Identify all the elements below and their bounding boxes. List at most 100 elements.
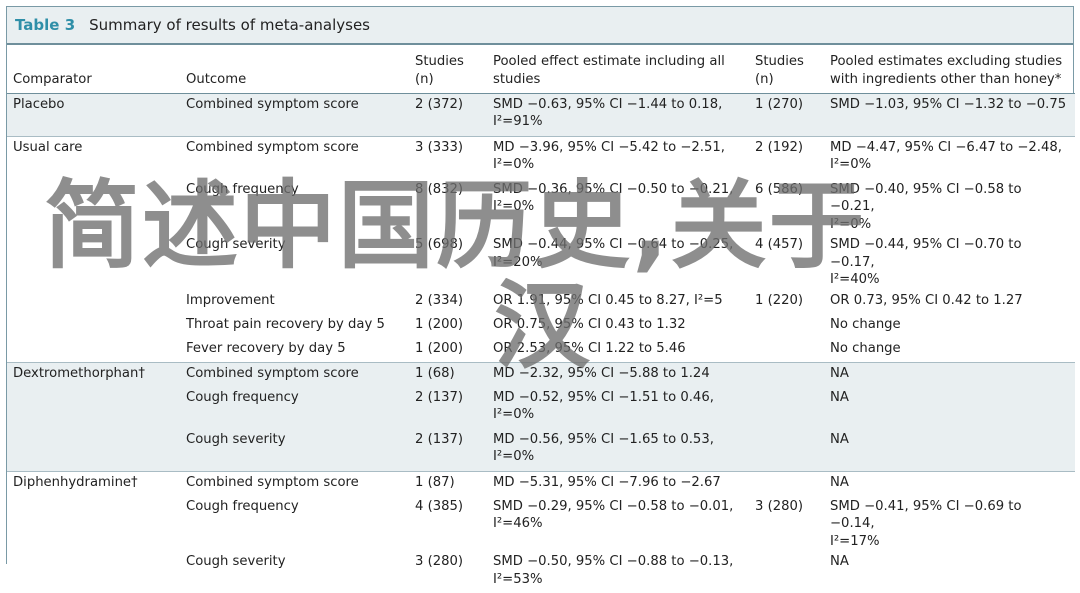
cell-outcome: Cough severity: [186, 237, 286, 252]
cell-pooled-all: MD −5.31, 95% CI −7.96 to −2.67: [487, 471, 749, 496]
estimate-text: SMD −0.63, 95% CI −1.44 to 0.18,: [493, 96, 723, 112]
table-label: Table 3: [15, 16, 76, 34]
cell-comparator: [7, 314, 180, 338]
table-header: Comparator Outcome Studies (n) Pooled eff…: [7, 45, 1075, 93]
cell-pooled-all: MD −0.52, 95% CI −1.51 to 0.46, I²=0%: [487, 387, 749, 429]
cell-comparator: Dextromethorphan†: [13, 365, 145, 381]
cell-studies-all: 3 (280): [415, 554, 464, 569]
cell-studies-excl: [749, 551, 824, 593]
cell-pooled-all: SMD −0.50, 95% CI −0.88 to −0.13, I²=53%: [487, 551, 749, 593]
cell-studies-all: 2 (137): [415, 431, 464, 447]
table-row: Cough frequency 4 (385) SMD −0.29, 95% CI …: [7, 496, 1075, 552]
table-row: Cough severity 3 (280) SMD −0.50, 95% CI −…: [7, 551, 1075, 593]
cell-outcome: Cough severity: [186, 431, 286, 447]
cell-studies-all: 2 (137): [415, 389, 464, 405]
cell-pooled-all: MD −2.32, 95% CI −5.88 to 1.24: [487, 362, 749, 387]
table-row: Fever recovery by day 5 1 (200) OR 2.53, 9…: [7, 338, 1075, 363]
heterogeneity-text: I²=0%: [493, 199, 535, 214]
heterogeneity-text: I²=0%: [830, 157, 872, 172]
cell-pooled-all: MD −0.56, 95% CI −1.65 to 0.53, I²=0%: [487, 429, 749, 472]
cell-pooled-excl: No change: [824, 338, 1075, 363]
estimate-text: SMD −0.41, 95% CI −0.69 to −0.14,: [830, 498, 1022, 532]
header-pooled-all: Pooled effect estimate including all stud…: [493, 53, 725, 87]
group-diphenhydramine: Diphenhydramine† Combined symptom score 1 …: [7, 471, 1075, 593]
estimate-text: SMD −0.50, 95% CI −0.88 to −0.13,: [493, 554, 734, 569]
cell-outcome: Combined symptom score: [186, 365, 359, 381]
cell-outcome: Combined symptom score: [186, 139, 359, 155]
cell-studies-excl: 2 (192): [755, 139, 804, 155]
estimate-text: SMD −0.29, 95% CI −0.58 to −0.01,: [493, 498, 734, 514]
cell-pooled-all: SMD −0.44, 95% CI −0.64 to −0.25, I²=20%: [487, 234, 749, 290]
cell-pooled-all: OR 2.53, 95% CI 1.22 to 5.46: [487, 338, 749, 363]
heterogeneity-text: I²=0%: [493, 449, 535, 464]
cell-comparator: Diphenhydramine†: [13, 474, 138, 490]
cell-pooled-all: SMD −0.36, 95% CI −0.50 to −0.21, I²=0%: [487, 179, 749, 235]
cell-studies-all: 1 (68): [415, 365, 455, 381]
cell-outcome: Combined symptom score: [186, 474, 359, 490]
cell-outcome: Cough frequency: [186, 498, 299, 514]
cell-studies-excl: [749, 429, 824, 472]
estimate-text: MD −5.31, 95% CI −7.96 to −2.67: [493, 474, 721, 490]
cell-studies-all: 4 (385): [415, 498, 464, 514]
heterogeneity-text: I²=40%: [830, 272, 880, 287]
estimate-text: MD −0.56, 95% CI −1.65 to 0.53,: [493, 431, 714, 447]
heterogeneity-text: I²=0%: [830, 216, 872, 232]
cell-pooled-all: SMD −0.63, 95% CI −1.44 to 0.18, I²=91%: [487, 93, 749, 136]
heterogeneity-text: I²=0%: [493, 157, 535, 172]
cell-comparator: [7, 387, 180, 429]
cell-studies-all: 1 (87): [415, 474, 455, 490]
cell-studies-excl: 6 (586): [755, 181, 804, 197]
cell-studies-excl: 3 (280): [755, 498, 804, 514]
cell-comparator: [7, 179, 180, 235]
cell-studies-excl: [749, 338, 824, 363]
cell-pooled-excl: NA: [824, 551, 1075, 593]
estimate-text: MD −2.32, 95% CI −5.88 to 1.24: [493, 365, 710, 381]
cell-pooled-excl: MD −4.47, 95% CI −6.47 to −2.48, I²=0%: [824, 136, 1075, 179]
estimate-text: OR 0.75, 95% CI 0.43 to 1.32: [493, 316, 686, 332]
cell-outcome: Fever recovery by day 5: [186, 340, 346, 356]
cell-pooled-all: OR 0.75, 95% CI 0.43 to 1.32: [487, 314, 749, 338]
estimate-text: MD −0.52, 95% CI −1.51 to 0.46,: [493, 389, 714, 405]
cell-studies-excl: 1 (220): [755, 292, 804, 308]
table-row: Usual care Combined symptom score 3 (333) M…: [7, 136, 1075, 179]
estimate-text: NA: [830, 431, 849, 447]
estimate-text: MD −4.47, 95% CI −6.47 to −2.48,: [830, 139, 1062, 155]
estimate-text: No change: [830, 340, 901, 356]
cell-studies-excl: [749, 362, 824, 387]
heterogeneity-text: I²=46%: [493, 516, 543, 531]
table-row: Placebo Combined symptom score 2 (372) SMD …: [7, 93, 1075, 136]
cell-pooled-all: MD −3.96, 95% CI −5.42 to −2.51, I²=0%: [487, 136, 749, 179]
cell-outcome: Throat pain recovery by day 5: [186, 316, 385, 332]
table-row: Cough severity 5 (698) SMD −0.44, 95% CI −…: [7, 234, 1075, 290]
cell-comparator: [7, 338, 180, 363]
cell-pooled-excl: OR 0.73, 95% CI 0.42 to 1.27: [824, 290, 1075, 314]
table-row: Cough frequency 2 (137) MD −0.52, 95% CI −…: [7, 387, 1075, 429]
header-studies-all: Studies (n): [415, 53, 464, 87]
estimate-text: OR 2.53, 95% CI 1.22 to 5.46: [493, 340, 686, 356]
table-row: Cough severity 2 (137) MD −0.56, 95% CI −1…: [7, 429, 1075, 472]
cell-studies-all: 2 (334): [415, 292, 464, 308]
estimate-text: NA: [830, 389, 849, 405]
table-row: Dextromethorphan† Combined symptom score 1…: [7, 362, 1075, 387]
cell-comparator: [7, 234, 180, 290]
cell-studies-excl: 4 (457): [755, 237, 804, 252]
estimate-text: SMD −1.03, 95% CI −1.32 to −0.75: [830, 96, 1067, 112]
cell-comparator: [7, 551, 180, 593]
estimate-text: MD −3.96, 95% CI −5.42 to −2.51,: [493, 139, 725, 155]
heterogeneity-text: I²=91%: [493, 114, 543, 129]
cell-studies-excl: [749, 387, 824, 429]
cell-pooled-excl: NA: [824, 471, 1075, 496]
cell-studies-all: 8 (832): [415, 181, 464, 197]
estimate-text: NA: [830, 554, 849, 569]
cell-pooled-excl: SMD −0.40, 95% CI −0.58 to −0.21, I²=0%: [824, 179, 1075, 235]
cell-pooled-excl: No change: [824, 314, 1075, 338]
estimate-text: OR 1.91, 95% CI 0.45 to 8.27, I²=5: [493, 292, 723, 308]
heterogeneity-text: I²=20%: [493, 254, 543, 270]
heterogeneity-text: I²=17%: [830, 533, 880, 549]
estimate-text: SMD −0.44, 95% CI −0.64 to −0.25,: [493, 237, 734, 252]
estimate-text: No change: [830, 316, 901, 332]
cell-studies-all: 2 (372): [415, 96, 464, 112]
cell-pooled-excl: SMD −1.03, 95% CI −1.32 to −0.75: [824, 93, 1075, 136]
cell-outcome: Combined symptom score: [186, 96, 359, 112]
cell-studies-all: 3 (333): [415, 139, 464, 155]
